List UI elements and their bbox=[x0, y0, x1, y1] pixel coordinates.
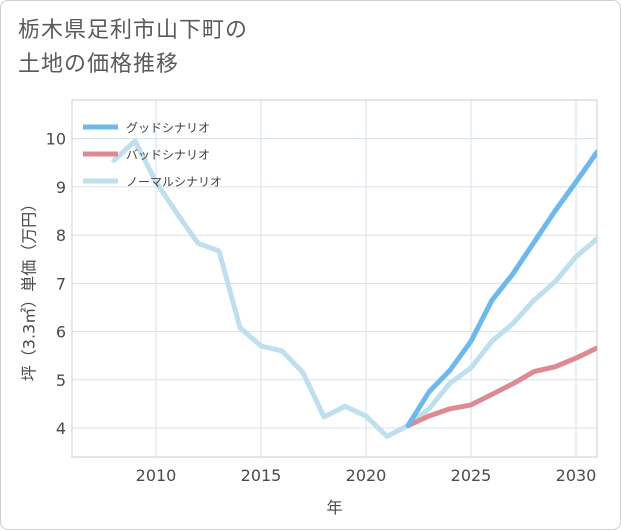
legend-label: バッドシナリオ bbox=[126, 148, 210, 162]
series-lines bbox=[111, 138, 597, 439]
x-tick-label: 2010 bbox=[136, 466, 177, 485]
x-tick-label: 2030 bbox=[556, 466, 597, 485]
legend-label: グッドシナリオ bbox=[126, 121, 210, 135]
y-tick-label: 4 bbox=[56, 419, 66, 438]
y-tick-label: 6 bbox=[56, 323, 66, 342]
x-tick-label: 2025 bbox=[451, 466, 492, 485]
series-line-0 bbox=[405, 149, 597, 429]
y-tick-label: 10 bbox=[46, 130, 66, 149]
series-line-1 bbox=[405, 345, 597, 429]
y-tick-label: 7 bbox=[56, 274, 66, 293]
plot-area bbox=[71, 99, 598, 458]
series-line-2 bbox=[111, 138, 597, 439]
chart-title: 栃木県足利市山下町の 土地の価格推移 bbox=[18, 14, 248, 82]
y-tick-labels: 4 5 6 7 8 9 10 bbox=[46, 130, 66, 438]
x-axis-title: 年 bbox=[326, 498, 342, 517]
grid-lines bbox=[72, 100, 597, 457]
legend-label: ノーマルシナリオ bbox=[126, 175, 222, 189]
y-axis-title: 坪（3.3㎡）単価（万円） bbox=[20, 196, 39, 381]
y-tick-label: 8 bbox=[56, 226, 66, 245]
y-tick-label: 5 bbox=[56, 371, 66, 390]
x-tick-label: 2015 bbox=[241, 466, 282, 485]
y-tick-label: 9 bbox=[56, 178, 66, 197]
x-tick-labels: 2010 2015 2020 2025 2030 bbox=[136, 466, 597, 485]
chart-title-line-1: 栃木県足利市山下町の bbox=[18, 18, 249, 43]
chart-title-line-2: 土地の価格推移 bbox=[18, 52, 180, 77]
x-tick-label: 2020 bbox=[346, 466, 387, 485]
